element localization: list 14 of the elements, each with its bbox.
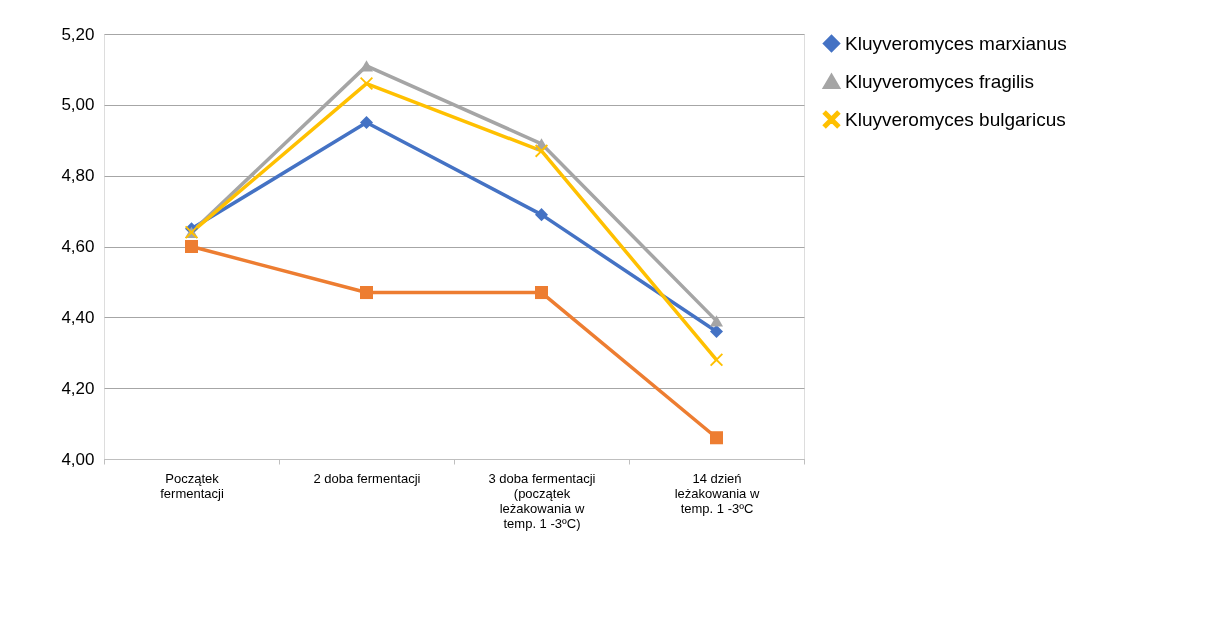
x-tick-label: 14 dzień leżakowania w temp. 1 -3ºC [674, 470, 760, 516]
y-tick-label: 4,80 [61, 166, 95, 186]
y-tick-label: 4,00 [61, 449, 95, 469]
y-tick-label: 5,00 [61, 95, 95, 115]
y-tick-label: 5,20 [61, 24, 95, 44]
y-tick-label: 4,40 [61, 307, 95, 327]
legend-label: Kluyveromyces fragilis [845, 70, 1034, 92]
y-tick-label: 4,20 [61, 378, 95, 398]
x-tick-label: 3 doba fermentacji (początek leżakowania w temp. 1 -3ºC) [488, 470, 596, 531]
legend-label: Kluyveromyces bulgaricus [845, 108, 1066, 130]
x-tick-label: 2 doba fermentacji [313, 470, 421, 486]
x-tick-label: Początek fermentacji [160, 470, 224, 501]
y-tick-label: 4,60 [61, 237, 95, 256]
legend-label: Kluyveromyces marxianus [845, 32, 1067, 54]
